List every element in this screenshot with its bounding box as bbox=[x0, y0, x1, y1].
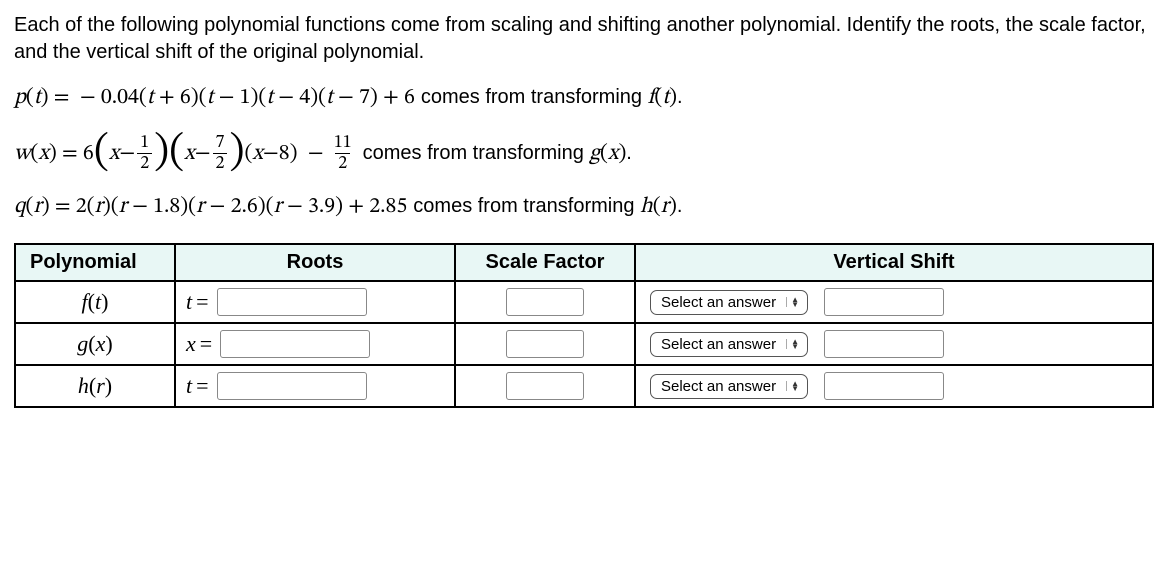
table-row: h(r) t= Select an answer ▲▼ bbox=[15, 365, 1153, 407]
eq-w-tail: comes from transforming bbox=[363, 142, 590, 164]
scale-input-hr[interactable] bbox=[506, 372, 584, 400]
stepper-icon: ▲▼ bbox=[786, 339, 799, 349]
intro-text: Each of the following polynomial functio… bbox=[14, 12, 1158, 66]
w-r3: 8 bbox=[279, 140, 290, 168]
equation-p: p(t) = − 0.04(t + 6)(t − 1)(t − 4)(t − 7… bbox=[14, 84, 1158, 112]
shift-select-ft[interactable]: Select an answer ▲▼ bbox=[650, 290, 808, 315]
th-polynomial: Polynomial bbox=[15, 244, 175, 281]
roots-input-gx[interactable] bbox=[220, 330, 370, 358]
roots-input-ft[interactable] bbox=[217, 288, 367, 316]
w-r1-num: 1 bbox=[137, 134, 152, 153]
shift-input-ft[interactable] bbox=[824, 288, 944, 316]
w-r1-den: 2 bbox=[137, 153, 152, 173]
roots-var-hr: t= bbox=[186, 373, 209, 399]
select-label: Select an answer bbox=[661, 294, 776, 311]
stepper-icon: ▲▼ bbox=[786, 297, 799, 307]
roots-var-gx: x= bbox=[186, 331, 212, 357]
poly-gx: g(x) bbox=[15, 323, 175, 365]
scale-input-ft[interactable] bbox=[506, 288, 584, 316]
select-label: Select an answer bbox=[661, 378, 776, 395]
roots-var-ft: t= bbox=[186, 289, 209, 315]
eq-q-tail: comes from transforming bbox=[413, 195, 640, 217]
eq-p-tail: comes from transforming bbox=[421, 86, 648, 108]
w-r2-num: 7 bbox=[213, 134, 228, 153]
shift-input-hr[interactable] bbox=[824, 372, 944, 400]
equation-w: w(x) = 6 (x − 12 ) (x − 72 ) (x − 8) − 1… bbox=[14, 134, 1158, 173]
table-row: f(t) t= Select an answer ▲▼ bbox=[15, 281, 1153, 323]
scale-input-gx[interactable] bbox=[506, 330, 584, 358]
shift-select-hr[interactable]: Select an answer ▲▼ bbox=[650, 374, 808, 399]
th-roots: Roots bbox=[175, 244, 455, 281]
th-scale: Scale Factor bbox=[455, 244, 635, 281]
roots-input-hr[interactable] bbox=[217, 372, 367, 400]
answer-table: Polynomial Roots Scale Factor Vertical S… bbox=[14, 243, 1154, 408]
shift-input-gx[interactable] bbox=[824, 330, 944, 358]
table-row: g(x) x= Select an answer ▲▼ bbox=[15, 323, 1153, 365]
w-r2-den: 2 bbox=[213, 153, 228, 173]
select-label: Select an answer bbox=[661, 336, 776, 353]
poly-ft: f(t) bbox=[15, 281, 175, 323]
shift-select-gx[interactable]: Select an answer ▲▼ bbox=[650, 332, 808, 357]
w-sh-den: 2 bbox=[335, 153, 350, 173]
equation-q: q(r) = 2(r)(r − 1.8)(r − 2.6)(r − 3.9) +… bbox=[14, 193, 1158, 221]
poly-hr: h(r) bbox=[15, 365, 175, 407]
stepper-icon: ▲▼ bbox=[786, 381, 799, 391]
th-shift: Vertical Shift bbox=[635, 244, 1153, 281]
w-sh-num: 11 bbox=[331, 134, 355, 153]
